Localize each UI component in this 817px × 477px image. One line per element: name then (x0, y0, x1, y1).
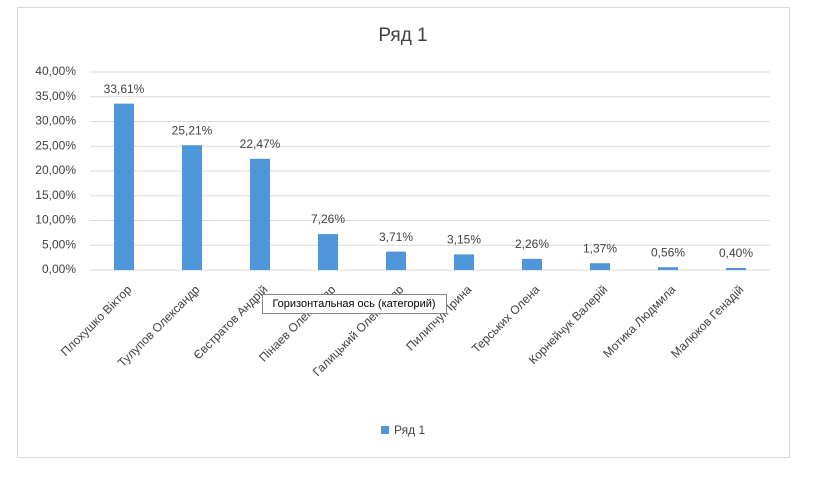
bar (658, 267, 678, 270)
y-tick-label: 5,00% (42, 237, 76, 251)
tooltip (262, 294, 447, 314)
y-tick-label: 40,00% (35, 64, 76, 78)
bar (590, 263, 610, 270)
data-label: 25,21% (172, 123, 213, 137)
y-tick-label: 30,00% (35, 114, 76, 128)
data-label: 0,40% (719, 246, 753, 260)
legend-swatch (381, 426, 389, 434)
data-label: 33,61% (104, 82, 145, 96)
data-label: 3,71% (379, 230, 413, 244)
bar (386, 251, 406, 270)
y-tick-label: 10,00% (35, 213, 76, 227)
y-tick-label: 0,00% (42, 262, 76, 276)
y-tick-label: 15,00% (35, 188, 76, 202)
data-label: 22,47% (240, 137, 281, 151)
data-label: 3,15% (447, 233, 481, 247)
data-label: 1,37% (583, 241, 617, 255)
data-label: 2,26% (515, 237, 549, 251)
chart-title: Ряд 1 (378, 25, 427, 46)
bar (318, 234, 338, 270)
bar (182, 145, 202, 270)
bar (454, 254, 474, 270)
bar (250, 158, 270, 270)
y-tick-label: 35,00% (35, 89, 76, 103)
tooltip-text: Горизонтальная ось (категорий) (272, 298, 435, 310)
data-label: 0,56% (651, 245, 685, 259)
data-label: 7,26% (311, 212, 345, 226)
legend-label: Ряд 1 (394, 423, 425, 437)
bar (726, 268, 746, 270)
y-tick-label: 25,00% (35, 138, 76, 152)
chart-frame (17, 7, 790, 458)
bar (114, 103, 134, 271)
bar (522, 258, 542, 270)
y-tick-label: 20,00% (35, 163, 76, 177)
